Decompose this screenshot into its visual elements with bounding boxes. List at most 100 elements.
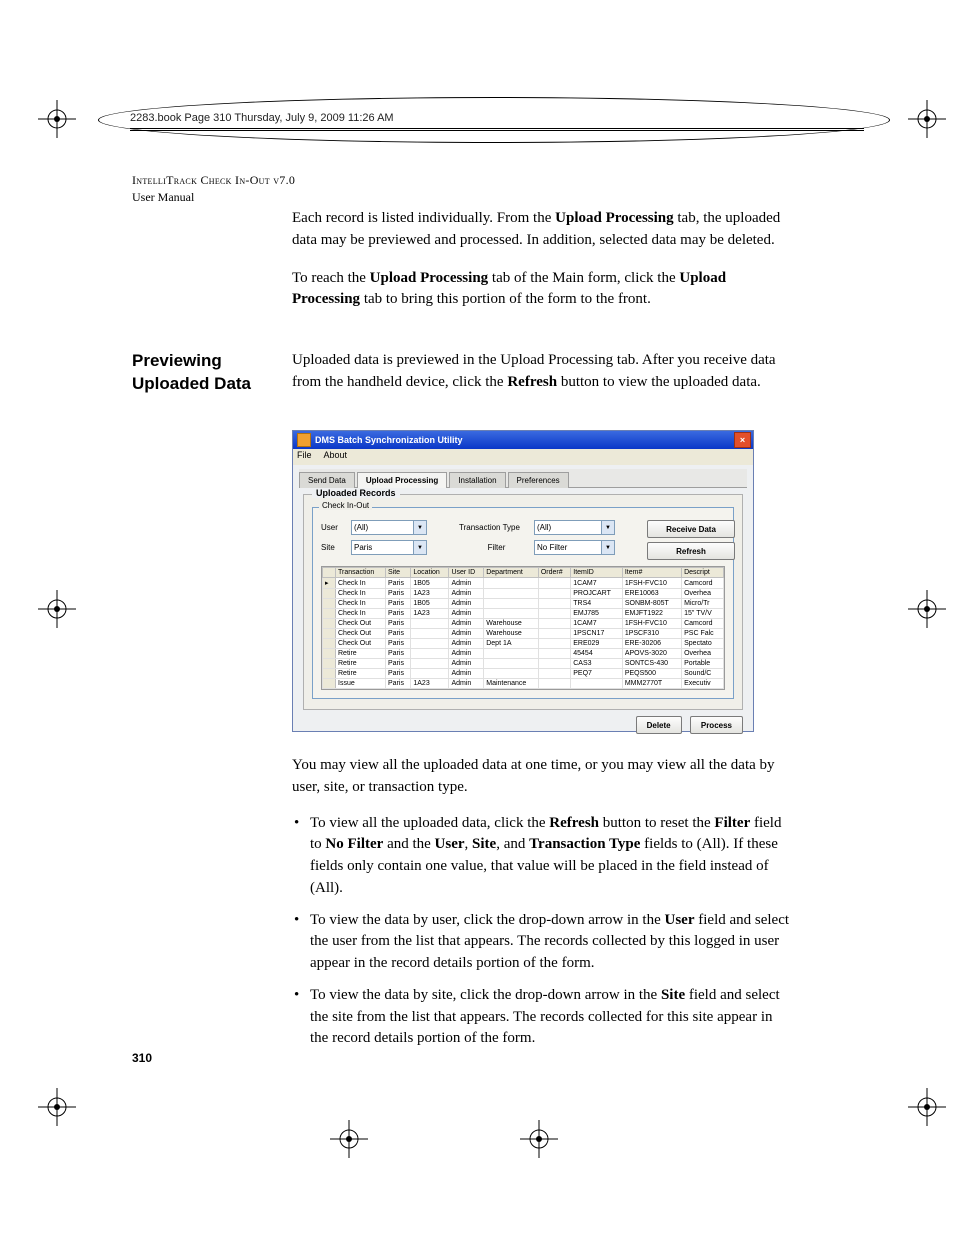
table-row[interactable]: RetireParisAdmin45454APOVS-3020Overhea bbox=[323, 649, 724, 659]
column-header[interactable]: Item# bbox=[622, 568, 681, 578]
uploaded-records-panel: Uploaded Records Check In-Out User (All)… bbox=[303, 494, 743, 710]
table-cell: PEQ7 bbox=[571, 669, 623, 679]
column-header[interactable]: ItemID bbox=[571, 568, 623, 578]
table-cell: Portable bbox=[682, 659, 724, 669]
records-grid[interactable]: TransactionSiteLocationUser IDDepartment… bbox=[321, 566, 725, 690]
table-row[interactable]: IssueParis1A23AdminMaintenanceMMM2770TEx… bbox=[323, 679, 724, 689]
column-header[interactable]: User ID bbox=[449, 568, 484, 578]
paragraph: Uploaded data is previewed in the Upload… bbox=[292, 350, 794, 394]
table-cell: 15" TV/V bbox=[682, 609, 724, 619]
table-cell: Check Out bbox=[336, 629, 386, 639]
table-cell: Admin bbox=[449, 639, 484, 649]
registration-mark bbox=[908, 1088, 946, 1126]
filter-dropdown[interactable]: No Filter▼ bbox=[534, 540, 615, 555]
table-cell: SONTCS-430 bbox=[622, 659, 681, 669]
table-cell bbox=[538, 649, 570, 659]
table-cell: Paris bbox=[386, 639, 411, 649]
table-cell bbox=[538, 589, 570, 599]
table-cell: Paris bbox=[386, 599, 411, 609]
table-cell: Admin bbox=[449, 679, 484, 689]
tab-upload-processing[interactable]: Upload Processing bbox=[357, 472, 447, 488]
column-header[interactable]: Department bbox=[484, 568, 539, 578]
site-dropdown[interactable]: Paris▼ bbox=[351, 540, 427, 555]
rule bbox=[130, 130, 864, 131]
menu-about[interactable]: About bbox=[324, 450, 348, 460]
table-cell bbox=[484, 589, 539, 599]
table-cell: MMM2770T bbox=[622, 679, 681, 689]
tab-installation[interactable]: Installation bbox=[449, 472, 505, 488]
table-cell: 1B05 bbox=[411, 578, 449, 589]
tab-preferences[interactable]: Preferences bbox=[508, 472, 569, 488]
table-cell bbox=[484, 609, 539, 619]
table-cell: Executiv bbox=[682, 679, 724, 689]
table-row[interactable]: Check InParis1A23AdminPROJCARTERE10063Ov… bbox=[323, 589, 724, 599]
label-filter: Filter bbox=[459, 543, 534, 552]
chevron-down-icon: ▼ bbox=[413, 541, 426, 554]
table-row[interactable]: ▸Check InParis1B05Admin1CAM71FSH-FVC10Ca… bbox=[323, 578, 724, 589]
table-row[interactable]: Check OutParisAdminDept 1AERE029ERE-3020… bbox=[323, 639, 724, 649]
column-header[interactable]: Location bbox=[411, 568, 449, 578]
table-cell bbox=[411, 619, 449, 629]
tab-send-data[interactable]: Send Data bbox=[299, 472, 355, 488]
table-cell: Check Out bbox=[336, 619, 386, 629]
group-legend: Check In-Out bbox=[319, 501, 372, 510]
table-row[interactable]: Check OutParisAdminWarehouse1PSCN171PSCF… bbox=[323, 629, 724, 639]
transaction-type-dropdown[interactable]: (All)▼ bbox=[534, 520, 615, 535]
table-row[interactable]: RetireParisAdminCAS3SONTCS-430Portable bbox=[323, 659, 724, 669]
running-header: IntelliTrack Check In-Out v7.0 User Manu… bbox=[132, 172, 295, 206]
delete-button[interactable]: Delete bbox=[636, 716, 682, 734]
header-title: IntelliTrack Check In-Out v7.0 bbox=[132, 172, 295, 189]
table-cell: 1CAM7 bbox=[571, 578, 623, 589]
table-cell: PROJCART bbox=[571, 589, 623, 599]
bullet-list: To view all the uploaded data, click the… bbox=[292, 813, 794, 1051]
preview-body: Uploaded data is previewed in the Upload… bbox=[292, 350, 794, 410]
menu-bar: File About bbox=[293, 449, 753, 465]
column-header[interactable]: Site bbox=[386, 568, 411, 578]
header-subtitle: User Manual bbox=[132, 189, 295, 206]
table-cell: 1A23 bbox=[411, 589, 449, 599]
column-header[interactable]: Descript bbox=[682, 568, 724, 578]
registration-mark bbox=[908, 590, 946, 628]
table-cell bbox=[538, 599, 570, 609]
table-cell: Spectato bbox=[682, 639, 724, 649]
table-cell bbox=[484, 669, 539, 679]
registration-mark bbox=[38, 1088, 76, 1126]
table-cell: Admin bbox=[449, 619, 484, 629]
menu-file[interactable]: File bbox=[297, 450, 312, 460]
table-row[interactable]: Check OutParisAdminWarehouse1CAM71FSH-FV… bbox=[323, 619, 724, 629]
panel-legend: Uploaded Records bbox=[312, 488, 400, 498]
table-cell: TRS4 bbox=[571, 599, 623, 609]
column-header[interactable]: Transaction bbox=[336, 568, 386, 578]
list-item: To view all the uploaded data, click the… bbox=[292, 813, 794, 900]
paragraph: Each record is listed individually. From… bbox=[292, 208, 794, 252]
close-icon[interactable]: × bbox=[734, 432, 751, 448]
table-cell: 1A23 bbox=[411, 679, 449, 689]
table-cell: Camcord bbox=[682, 619, 724, 629]
table-cell: Overhea bbox=[682, 589, 724, 599]
process-button[interactable]: Process bbox=[690, 716, 743, 734]
user-dropdown[interactable]: (All)▼ bbox=[351, 520, 427, 535]
refresh-button[interactable]: Refresh bbox=[647, 542, 735, 560]
table-cell bbox=[538, 578, 570, 589]
table-cell: Check In bbox=[336, 589, 386, 599]
window-titlebar: DMS Batch Synchronization Utility × bbox=[293, 431, 753, 449]
chevron-down-icon: ▼ bbox=[601, 521, 614, 534]
table-cell: PEQS500 bbox=[622, 669, 681, 679]
check-in-out-group: Check In-Out User (All)▼ Site Paris▼ bbox=[312, 507, 734, 699]
table-cell: Dept 1A bbox=[484, 639, 539, 649]
chevron-down-icon: ▼ bbox=[413, 521, 426, 534]
receive-data-button[interactable]: Receive Data bbox=[647, 520, 735, 538]
paragraph: You may view all the uploaded data at on… bbox=[292, 755, 794, 799]
table-cell: PSC Falc bbox=[682, 629, 724, 639]
table-cell bbox=[411, 639, 449, 649]
table-cell bbox=[484, 649, 539, 659]
table-row[interactable]: Check InParis1B05AdminTRS4SONBM-805TMicr… bbox=[323, 599, 724, 609]
column-header[interactable]: Order# bbox=[538, 568, 570, 578]
table-row[interactable]: Check InParis1A23AdminEMJ785EMJFT192215"… bbox=[323, 609, 724, 619]
table-cell: Overhea bbox=[682, 649, 724, 659]
registration-mark bbox=[330, 1120, 368, 1158]
table-cell: Paris bbox=[386, 629, 411, 639]
table-cell: 1CAM7 bbox=[571, 619, 623, 629]
table-row[interactable]: RetireParisAdminPEQ7PEQS500Sound/C bbox=[323, 669, 724, 679]
table-cell: 45454 bbox=[571, 649, 623, 659]
